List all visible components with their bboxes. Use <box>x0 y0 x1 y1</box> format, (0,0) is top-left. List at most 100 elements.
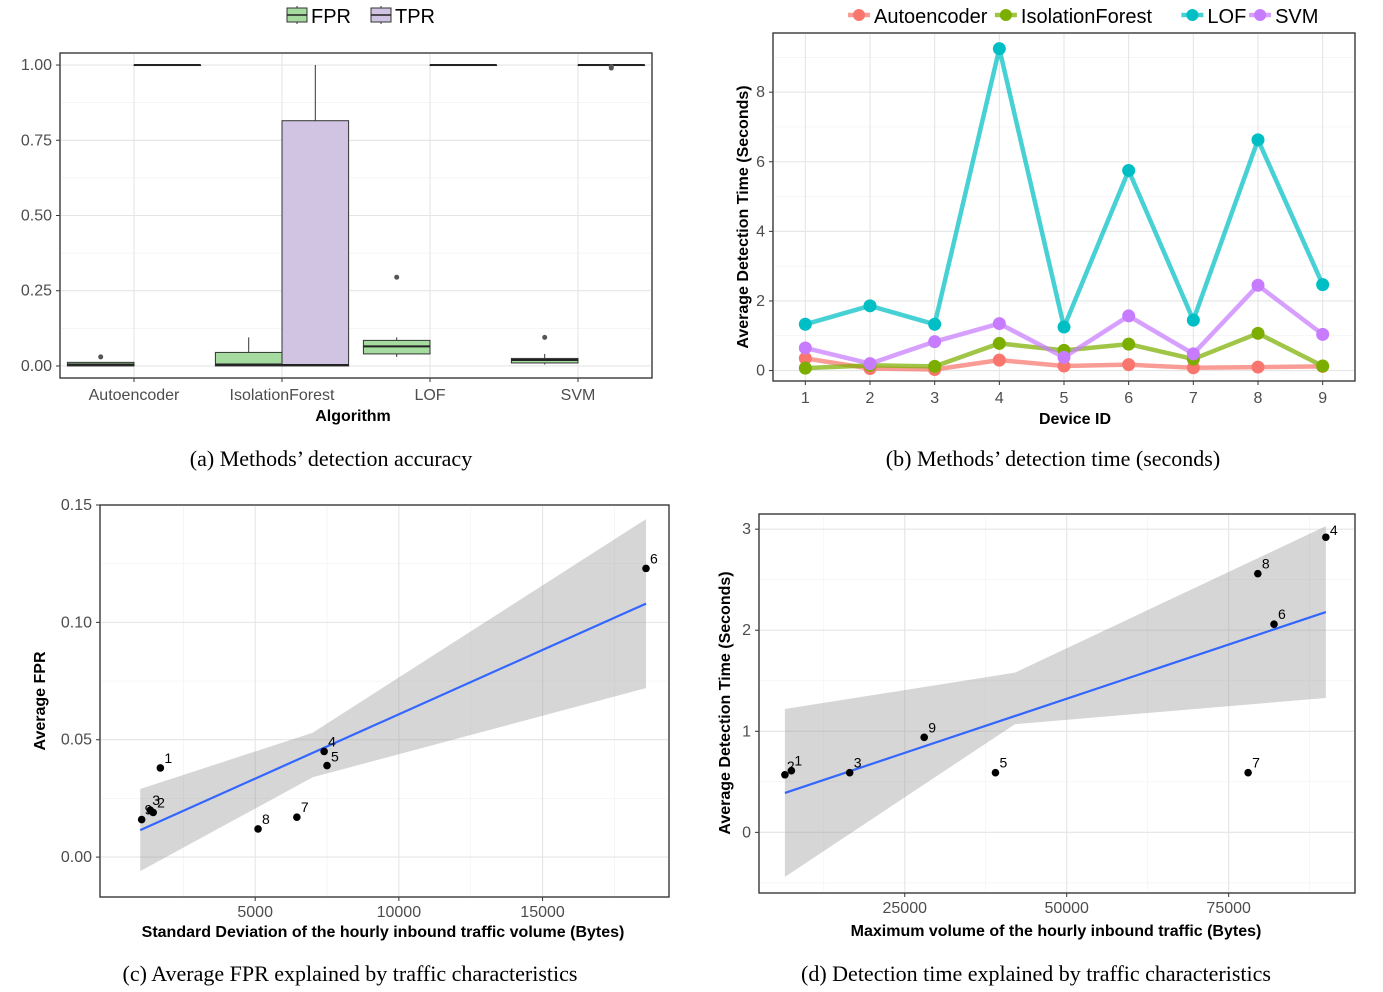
data-point-c <box>156 764 165 772</box>
box-tpr <box>281 120 350 367</box>
data-point-label-d: 4 <box>1330 522 1338 538</box>
y-tick-label-a: 0.75 <box>21 132 52 149</box>
series-point-isolationforest <box>1251 326 1265 340</box>
data-point-d <box>781 770 789 779</box>
x-tick-label-b: 5 <box>1060 390 1069 407</box>
series-point-autoencoder <box>798 351 812 365</box>
data-point-c <box>293 813 301 821</box>
legend-label-svm: SVM <box>1275 6 1318 28</box>
x-tick-label-c: 15000 <box>520 904 565 921</box>
series-point-lof <box>798 317 812 331</box>
series-point-autoencoder <box>1251 360 1265 374</box>
data-point-label-c: 6 <box>650 550 658 566</box>
panel-a-boxplot: FPR TPR 0.00 0.25 0.50 0.75 1.00 Autoencoder Is… <box>21 6 653 471</box>
lines-b <box>798 42 1330 377</box>
x-axis-title-d: Maximum volume of the hourly inbound tra… <box>851 923 1262 940</box>
caption-d: (d) Detection time explained by traffic … <box>801 961 1271 986</box>
x-tick-label-b: 9 <box>1318 390 1327 407</box>
series-point-svm <box>992 317 1006 331</box>
series-point-isolationforest <box>928 359 942 373</box>
series-point-lof <box>928 317 942 331</box>
y-tick-label-d: 0 <box>742 824 751 841</box>
x-axis-title-a: Algorithm <box>315 408 391 425</box>
y-tick-label-a: 0.00 <box>21 358 52 375</box>
grid-b <box>773 33 1355 381</box>
data-point-c <box>320 747 328 756</box>
data-point-label-d: 5 <box>999 755 1007 771</box>
series-point-lof <box>1316 278 1330 292</box>
x-axis-title-c: Standard Deviation of the hourly inbound… <box>142 924 625 941</box>
data-point-label-c: 7 <box>301 799 309 815</box>
caption-c: (c) Average FPR explained by traffic cha… <box>123 961 578 986</box>
x-tick-label-b: 3 <box>930 390 939 407</box>
data-point-label-c: 5 <box>331 749 339 765</box>
x-tick-label-b: 8 <box>1254 390 1263 407</box>
series-point-svm <box>928 335 942 349</box>
data-point-label-d: 7 <box>1252 755 1260 771</box>
y-tick-label-a: 0.25 <box>21 283 52 300</box>
data-point-d <box>991 768 1000 777</box>
y-tick-label-c: 0.10 <box>61 614 92 631</box>
series-point-lof <box>1057 320 1071 334</box>
data-point-label-c: 1 <box>164 750 172 766</box>
x-tick-label-a: LOF <box>414 387 445 404</box>
box-outlier-point <box>542 334 548 340</box>
legend-label-isolationforest: IsolationForest <box>1021 6 1153 28</box>
series-point-lof <box>1122 163 1136 177</box>
x-tick-label-a: IsolationForest <box>230 387 335 404</box>
regression-line-c <box>139 602 647 832</box>
series-point-svm <box>1251 278 1265 292</box>
data-point-label-d: 6 <box>1278 606 1286 622</box>
x-tick-label-b: 6 <box>1124 390 1133 407</box>
x-tick-label-c: 10000 <box>377 904 422 921</box>
data-point-c <box>146 806 155 814</box>
series-point-lof <box>992 42 1006 56</box>
panel-b-linechart: Autoencoder IsolationForest LOF SVM 0 2 4 6 8 1 2… <box>735 6 1356 471</box>
legend-label-autoencoder: Autoencoder <box>874 6 988 28</box>
series-point-autoencoder <box>992 353 1006 367</box>
x-axis-title-b: Device ID <box>1039 411 1111 428</box>
caption-b: (b) Methods’ detection time (seconds) <box>886 446 1220 471</box>
series-point-svm <box>1186 347 1200 361</box>
series-point-svm <box>1122 309 1136 323</box>
y-tick-label-a: 1.00 <box>21 57 52 74</box>
ticks-b: 0 2 4 6 8 1 2 3 4 5 6 7 8 9 <box>756 84 1327 407</box>
legend-b: Autoencoder IsolationForest LOF SVM <box>848 6 1318 28</box>
data-point-d <box>1270 620 1278 628</box>
ticks-a: 0.00 0.25 0.50 0.75 1.00 Autoencoder Isolation… <box>21 57 595 404</box>
legend-label-tpr: TPR <box>395 6 435 28</box>
y-tick-label-d: 1 <box>742 723 751 740</box>
grid-a <box>60 53 652 378</box>
y-tick-label-c: 0.05 <box>61 732 92 749</box>
plot-area-c <box>99 504 670 898</box>
series-point-lof <box>1186 313 1200 327</box>
y-tick-label-b: 2 <box>756 293 765 310</box>
box-outlier-point <box>98 354 104 360</box>
y-axis-title-c: Average FPR <box>32 651 49 750</box>
series-point-autoencoder <box>1122 358 1136 372</box>
boxes-a <box>66 64 646 367</box>
y-tick-label-b: 4 <box>756 223 765 240</box>
data-point-label-c: 2 <box>157 794 165 810</box>
legend-key-point-lof <box>1186 9 1199 21</box>
data-point-d <box>1244 768 1252 777</box>
x-tick-label-a: Autoencoder <box>89 387 180 404</box>
series-point-svm <box>863 357 877 371</box>
x-tick-label-d: 50000 <box>1044 900 1089 917</box>
data-point-label-c: 4 <box>328 733 336 749</box>
data-point-label-d: 8 <box>1262 556 1270 572</box>
legend-key-point-svm <box>1254 9 1267 21</box>
legend-a: FPR TPR <box>286 6 435 28</box>
x-tick-label-b: 1 <box>801 390 810 407</box>
scatter-d: 12 3 4 5 6 7 8 9 <box>781 522 1338 877</box>
data-point-label-c: 8 <box>262 811 270 827</box>
y-tick-label-b: 0 <box>756 363 765 380</box>
x-tick-label-b: 7 <box>1189 390 1198 407</box>
y-tick-label-b: 8 <box>756 84 765 101</box>
data-point-c <box>137 815 146 824</box>
confidence-band-c <box>140 519 647 872</box>
